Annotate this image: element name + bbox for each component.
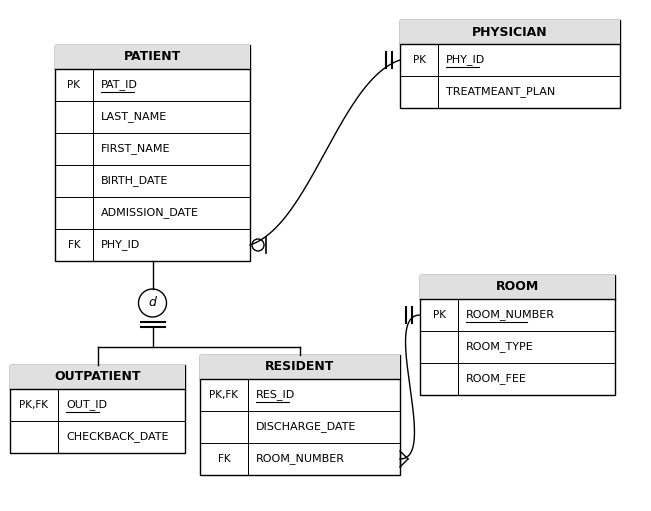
Bar (420, 275, 615, 299)
Text: FK: FK (68, 240, 80, 250)
Text: ROOM: ROOM (496, 281, 539, 293)
Text: ROOM_FEE: ROOM_FEE (466, 374, 527, 384)
Text: PK: PK (432, 310, 445, 320)
Text: DISCHARGE_DATE: DISCHARGE_DATE (256, 422, 356, 432)
Text: PHY_ID: PHY_ID (446, 55, 485, 65)
Text: ROOM_NUMBER: ROOM_NUMBER (466, 310, 555, 320)
Bar (10, 365, 185, 453)
Text: PK: PK (413, 55, 426, 65)
Text: OUTPATIENT: OUTPATIENT (54, 370, 141, 383)
Text: PAT_ID: PAT_ID (101, 80, 138, 90)
Text: OUT_ID: OUT_ID (66, 400, 107, 410)
Text: PK: PK (68, 80, 81, 90)
Bar (55, 45, 250, 261)
Text: TREATMEANT_PLAN: TREATMEANT_PLAN (446, 86, 555, 98)
Text: FK: FK (217, 454, 230, 464)
Bar (10, 365, 185, 389)
Text: BIRTH_DATE: BIRTH_DATE (101, 176, 169, 187)
Text: PHY_ID: PHY_ID (101, 240, 140, 250)
Bar (400, 20, 620, 44)
Bar (400, 20, 620, 108)
Text: LAST_NAME: LAST_NAME (101, 111, 167, 123)
Text: PATIENT: PATIENT (124, 51, 181, 63)
Text: RESIDENT: RESIDENT (266, 360, 335, 374)
Text: FIRST_NAME: FIRST_NAME (101, 144, 171, 154)
Text: CHECKBACK_DATE: CHECKBACK_DATE (66, 432, 169, 443)
Text: ROOM_NUMBER: ROOM_NUMBER (256, 454, 345, 464)
Text: PK,FK: PK,FK (20, 400, 49, 410)
Text: PHYSICIAN: PHYSICIAN (472, 26, 547, 38)
Text: d: d (148, 296, 156, 310)
Bar (200, 355, 400, 379)
Text: ADMISSION_DATE: ADMISSION_DATE (101, 207, 199, 219)
Text: RES_ID: RES_ID (256, 389, 296, 401)
Bar (55, 45, 250, 69)
Bar (200, 355, 400, 475)
Text: PK,FK: PK,FK (210, 390, 238, 400)
Bar (420, 275, 615, 395)
Text: ROOM_TYPE: ROOM_TYPE (466, 341, 534, 353)
